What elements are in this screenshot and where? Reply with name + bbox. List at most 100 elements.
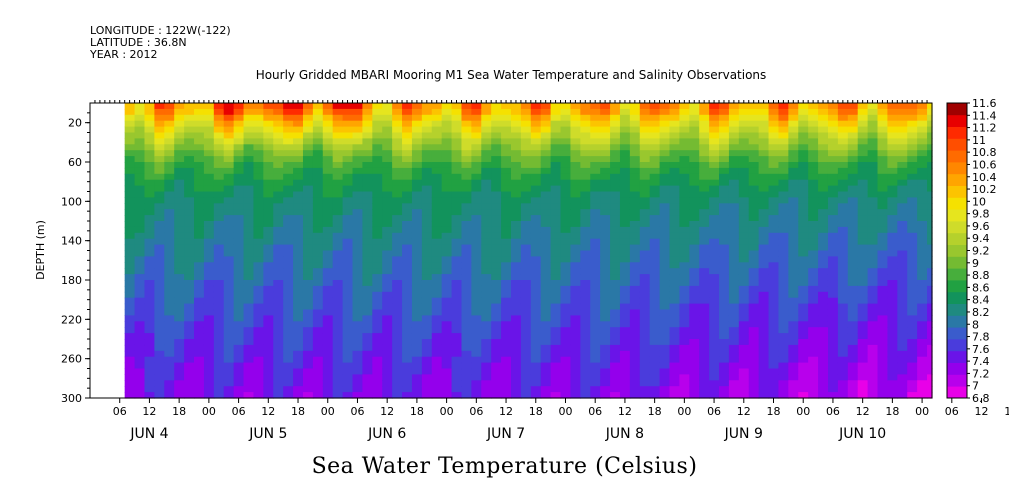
heatmap-cell [402,350,413,358]
heatmap-cell [471,274,482,281]
heatmap-cell [857,386,869,393]
heatmap-cell [362,315,373,322]
heatmap-cell [827,197,839,204]
heatmap-cell [857,203,869,210]
heatmap-cell [560,209,572,216]
heatmap-cell [461,262,472,269]
heatmap-cell [610,262,621,269]
heatmap-cell [481,368,492,375]
heatmap-cell [699,156,710,163]
heatmap-cell [511,350,522,358]
heatmap-cell [213,350,225,358]
heatmap-cell [758,303,770,311]
heatmap-cell [758,179,770,187]
heatmap-cell [580,392,591,399]
heatmap-cell [867,138,879,145]
heatmap-cell [154,173,165,181]
heatmap-cell [907,244,918,252]
heatmap-cell [451,185,463,193]
heatmap-cell [243,126,255,134]
heatmap-cell [243,374,255,381]
heatmap-cell [590,191,601,198]
heatmap-cell [461,321,472,328]
heatmap-cell [669,315,680,322]
heatmap-cell [501,280,512,287]
heatmap-cell [798,209,809,216]
heatmap-cell [857,362,869,370]
heatmap-cell [293,162,304,169]
heatmap-cell [659,344,671,352]
heatmap-cell [748,280,760,287]
heatmap-cell [461,150,472,157]
heatmap-cell [501,114,512,122]
heatmap-cell [649,268,661,275]
heatmap-cell [808,103,819,110]
heatmap-cell [293,285,304,293]
heatmap-cell [441,274,453,281]
heatmap-cell [847,150,859,157]
heatmap-cell [511,144,522,151]
heatmap-cell [808,256,819,263]
heatmap-cell [491,103,502,110]
heatmap-cell [927,162,933,169]
heatmap-cell [451,226,463,234]
heatmap-cell [738,162,750,169]
heatmap-cell [302,362,314,370]
x-tick-label: 06 [469,405,483,418]
heatmap-cell [233,156,245,163]
heatmap-cell [897,380,908,387]
heatmap-cell [778,256,789,263]
colorbar-swatch [947,256,967,269]
heatmap-cell [372,138,383,145]
heatmap-cell [808,203,819,210]
heatmap-cell [570,350,581,358]
heatmap-cell [580,268,591,275]
heatmap-cell [798,327,809,334]
heatmap-cell [263,209,274,216]
heatmap-cell [580,297,591,305]
heatmap-cell [748,344,760,352]
heatmap-cell [540,203,552,210]
heatmap-cell [491,203,502,210]
heatmap-cell [619,339,631,346]
heatmap-cell [402,215,413,222]
heatmap-cell [669,268,680,275]
heatmap-cell [332,114,344,122]
heatmap-cell [392,144,403,151]
colorbar-label: 9.6 [972,220,990,233]
heatmap-cell [184,191,195,198]
heatmap-cell [392,150,403,157]
heatmap-cell [540,185,552,193]
heatmap-cell [491,262,502,269]
heatmap-cell [530,108,542,116]
heatmap-cell [451,215,463,222]
heatmap-cell [312,144,324,151]
heatmap-cell [174,303,185,311]
heatmap-cell [322,191,334,198]
heatmap-cell [699,173,710,181]
heatmap-cell [629,386,641,393]
heatmap-cell [550,386,562,393]
heatmap-cell [312,392,324,399]
heatmap-cell [540,362,552,370]
heatmap-cell [610,179,621,187]
heatmap-cell [877,179,889,187]
heatmap-cell [293,344,304,352]
heatmap-cell [619,303,631,311]
heatmap-cell [679,250,690,257]
heatmap-cell [778,285,789,293]
heatmap-cell [124,285,136,293]
heatmap-cell [332,167,344,175]
heatmap-cell [679,156,690,163]
heatmap-cell [639,120,651,128]
heatmap-cell [501,321,512,328]
heatmap-cell [332,162,344,169]
heatmap-cell [768,392,780,399]
heatmap-cell [699,297,710,305]
heatmap-cell [461,333,472,340]
heatmap-cell [590,344,601,352]
heatmap-cell [877,392,889,399]
heatmap-cell [253,350,264,358]
heatmap-cell [203,250,215,257]
heatmap-cell [501,374,512,381]
